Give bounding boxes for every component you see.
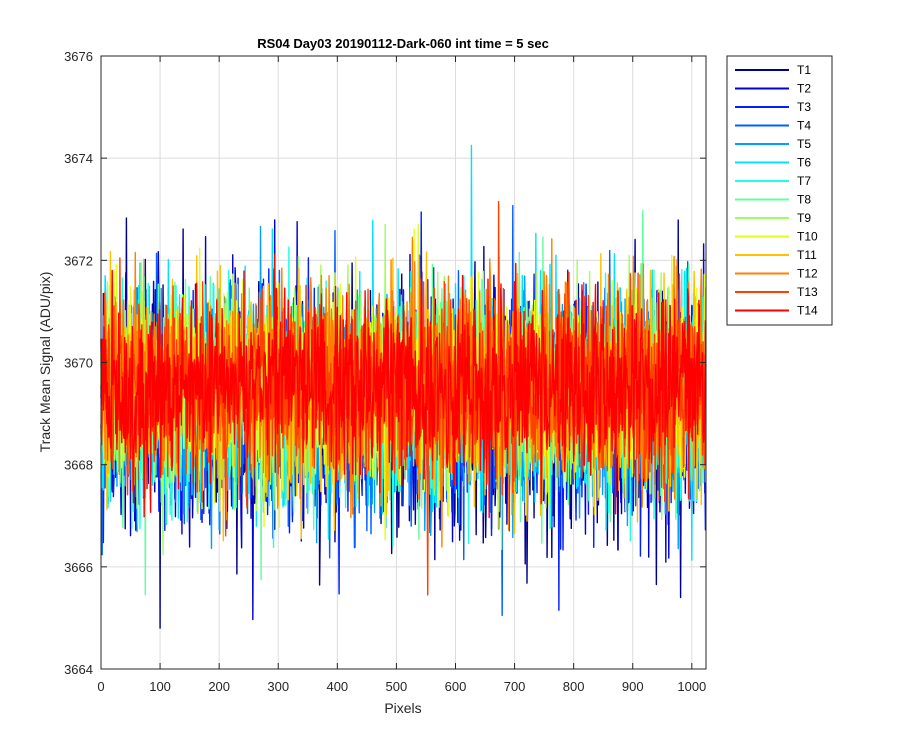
y-tick-label: 3668 <box>64 458 93 473</box>
x-tick-label: 100 <box>149 679 171 694</box>
x-tick-label: 500 <box>386 679 408 694</box>
legend-label-t10: T10 <box>797 230 818 244</box>
legend-label-t2: T2 <box>797 82 811 96</box>
x-tick-label: 300 <box>267 679 289 694</box>
x-tick-label: 400 <box>326 679 348 694</box>
legend-label-t12: T12 <box>797 267 818 281</box>
y-tick-label: 3676 <box>64 49 93 64</box>
chart-title: RS04 Day03 20190112-Dark-060 int time = … <box>257 36 549 51</box>
legend-label-t8: T8 <box>797 193 811 207</box>
legend-label-t9: T9 <box>797 211 811 225</box>
x-tick-label: 200 <box>208 679 230 694</box>
legend-label-t11: T11 <box>797 248 817 262</box>
legend-label-t6: T6 <box>797 156 811 170</box>
legend-label-t4: T4 <box>797 119 811 133</box>
legend: T1 T2 T3 T4 T5 T6 T7 T8 T9 T10 T11 T12 T13 T14 <box>727 56 832 325</box>
y-tick-label: 3670 <box>64 356 93 371</box>
legend-label-t3: T3 <box>797 100 811 114</box>
legend-label-t7: T7 <box>797 174 811 188</box>
x-axis-label: Pixels <box>384 700 421 716</box>
legend-label-t5: T5 <box>797 137 811 151</box>
legend-label-t13: T13 <box>797 285 818 299</box>
x-tick-label: 0 <box>97 679 104 694</box>
y-tick-label: 3666 <box>64 560 93 575</box>
y-axis-label: Track Mean Signal (ADU/pix) <box>37 272 53 453</box>
x-tick-label: 800 <box>563 679 585 694</box>
x-tick-label: 1000 <box>677 679 706 694</box>
legend-label-t14: T14 <box>797 304 818 318</box>
y-tick-label: 3674 <box>64 151 93 166</box>
legend-label-t1: T1 <box>797 63 811 77</box>
x-tick-label: 700 <box>504 679 526 694</box>
x-tick-label: 600 <box>445 679 467 694</box>
x-tick-label: 900 <box>622 679 644 694</box>
y-tick-label: 3672 <box>64 253 93 268</box>
y-tick-label: 3664 <box>64 662 93 677</box>
